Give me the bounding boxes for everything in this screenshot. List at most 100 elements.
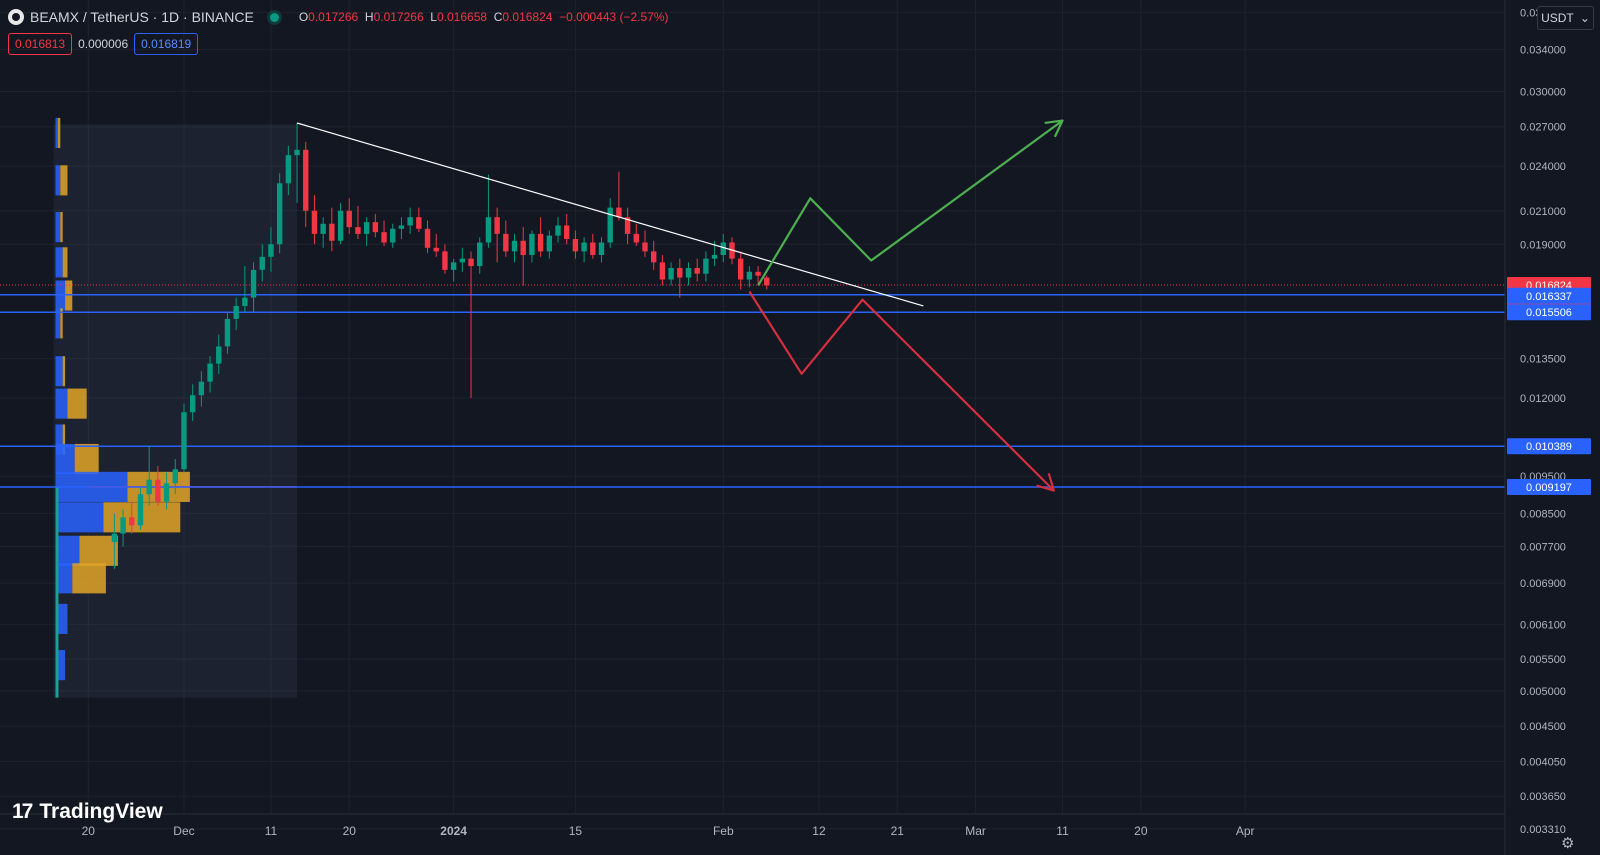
market-open-icon xyxy=(269,12,279,22)
volume-profile-down-bar xyxy=(62,424,66,455)
close-value: 0.016824 xyxy=(502,10,553,24)
candle-body xyxy=(303,149,309,211)
candle-body xyxy=(616,207,622,218)
candle-body xyxy=(651,251,657,263)
candle-body xyxy=(155,479,161,502)
volume-profile-down-bar xyxy=(60,308,63,339)
candle-body xyxy=(181,412,187,470)
time-tick-label: Feb xyxy=(713,824,734,838)
low-label: L xyxy=(430,10,437,24)
candle-body xyxy=(503,233,509,252)
candle-body xyxy=(216,346,222,364)
candle-body xyxy=(259,256,265,270)
spread-value: 0.000006 xyxy=(78,37,129,51)
candle-body xyxy=(694,267,700,274)
volume-profile-down-bar xyxy=(60,165,68,196)
volume-profile-value-area xyxy=(55,486,59,698)
candle-body xyxy=(390,228,396,243)
volume-profile-up-bar xyxy=(55,165,61,196)
candle-body xyxy=(703,258,709,274)
candle-body xyxy=(633,233,639,243)
candle-body xyxy=(294,149,300,156)
currency-label: USDT xyxy=(1541,11,1574,25)
price-tick-label: 0.019000 xyxy=(1520,239,1566,251)
price-tick-label: 0.005500 xyxy=(1520,654,1566,666)
time-tick-label: 11 xyxy=(265,824,278,838)
price-tick-label: 0.027000 xyxy=(1520,122,1566,134)
price-tick-label: 0.012000 xyxy=(1520,393,1566,405)
bearish-projection-path xyxy=(748,290,1055,492)
candle-body xyxy=(224,318,231,347)
candle-body xyxy=(564,225,570,240)
price-tick-label: 0.034000 xyxy=(1520,45,1566,57)
volume-profile-up-bar xyxy=(55,117,58,149)
candle-body xyxy=(242,297,248,306)
gear-icon[interactable]: ⚙ xyxy=(1561,835,1575,852)
candle-body xyxy=(572,239,579,252)
price-tick-label: 0.007700 xyxy=(1520,541,1566,553)
price-tick-label: 0.004050 xyxy=(1520,756,1566,768)
tradingview-logo[interactable]: 17 TradingView xyxy=(12,800,163,824)
buy-price-button[interactable]: 0.016819 xyxy=(134,33,199,55)
volume-profile-down-bar xyxy=(79,535,118,566)
open-value: 0.017266 xyxy=(308,10,359,24)
candle-body xyxy=(468,258,474,267)
price-tick-label: 0.008500 xyxy=(1520,508,1566,520)
volume-profile-up-bar xyxy=(55,424,63,455)
candle-body xyxy=(433,247,439,252)
candle-body xyxy=(537,233,544,252)
tradingview-mark-icon: 17 xyxy=(12,800,33,823)
candle-body xyxy=(685,267,692,278)
candle-body xyxy=(346,210,352,228)
chevron-down-icon: ⌄ xyxy=(1579,11,1590,25)
candle-body xyxy=(555,225,561,236)
brand-name: TradingView xyxy=(39,800,163,823)
candle-body xyxy=(668,267,674,280)
change-value: −0.000443 (−2.57%) xyxy=(559,10,669,24)
trendline xyxy=(296,122,924,307)
time-tick-label: Apr xyxy=(1236,824,1255,838)
candle-body xyxy=(677,267,683,278)
volume-profile-up-bar xyxy=(55,388,68,419)
candle-body xyxy=(407,217,413,226)
volume-profile-down-bar xyxy=(62,356,66,387)
volume-profile-up-bar xyxy=(55,502,104,533)
sell-price-button[interactable]: 0.016813 xyxy=(8,33,73,55)
quote-bar: 0.016813 0.000006 0.016819 xyxy=(8,33,199,55)
open-label: O xyxy=(298,10,309,24)
candle-body xyxy=(520,240,526,255)
ohlc-values: O0.017266 H0.017266 L0.016658 C0.016824 … xyxy=(299,10,669,24)
candle-body xyxy=(477,242,483,267)
price-tick-label: 0.024000 xyxy=(1520,161,1566,173)
candle-body xyxy=(546,235,553,252)
candle-body xyxy=(459,258,466,263)
candle-body xyxy=(163,483,170,502)
candle-body xyxy=(337,210,344,241)
grid xyxy=(0,0,1505,830)
candle-body xyxy=(250,269,257,298)
candle-body xyxy=(642,242,648,252)
symbol-title[interactable]: BEAMX / TetherUS · 1D · BINANCE xyxy=(30,9,254,25)
volume-profile-up-bar xyxy=(55,650,66,681)
volume-profile-down-bar xyxy=(65,280,73,311)
candle-body xyxy=(720,242,726,255)
volume-profile-up-bar xyxy=(55,563,73,594)
candle-body xyxy=(590,242,596,255)
volume-profile-up-bar xyxy=(55,247,63,278)
candle-body xyxy=(711,254,718,259)
symbol-header: BEAMX / TetherUS · 1D · BINANCE O0.01726… xyxy=(8,8,669,26)
price-label-text: 0.016337 xyxy=(1526,291,1572,303)
candle-body xyxy=(198,381,205,396)
volume-profile-down-bar xyxy=(67,388,87,419)
price-label-text: 0.010389 xyxy=(1526,441,1572,453)
price-scale xyxy=(1505,0,1600,855)
currency-button[interactable]: USDT ⌄ xyxy=(1537,6,1594,30)
volume-profile-down-bar xyxy=(74,443,99,475)
close-label: C xyxy=(493,10,503,24)
time-tick-label: 15 xyxy=(569,824,583,838)
time-tick-label: 12 xyxy=(812,824,826,838)
high-label: H xyxy=(364,10,374,24)
volume-profile-up-bar xyxy=(55,356,63,387)
candle-body xyxy=(442,251,448,270)
